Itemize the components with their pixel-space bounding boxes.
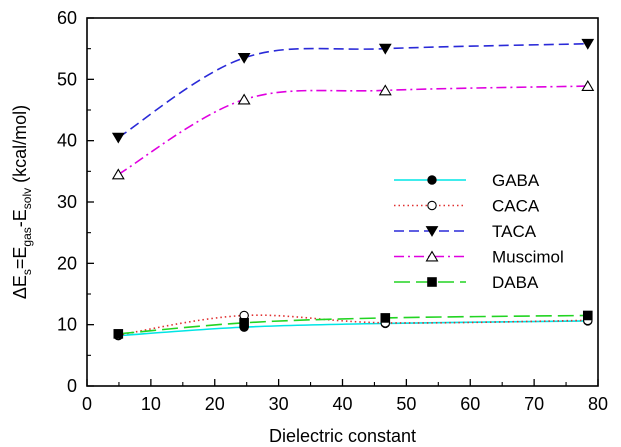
data-point-taca (237, 52, 251, 64)
legend: GABA CACA TACA Muscimol DABA (394, 171, 564, 292)
legend-label-taca: TACA (492, 222, 537, 241)
y-tick-label: 60 (57, 8, 77, 28)
y-tick-label: 10 (57, 315, 77, 335)
y-label-sub2: gas (20, 227, 34, 246)
legend-label-muscimol: Muscimol (492, 248, 564, 267)
legend-marker-gaba (427, 175, 437, 185)
data-point-taca (378, 43, 392, 55)
legend-item-caca: CACA (394, 197, 540, 216)
legend-marker-muscimol (425, 250, 439, 262)
data-point-daba (582, 310, 593, 321)
legend-marker-daba (427, 277, 437, 287)
legend-item-taca: TACA (394, 222, 537, 241)
x-tick-label: 80 (588, 394, 608, 414)
y-tick-label: 30 (57, 192, 77, 212)
data-point-daba (380, 313, 391, 323)
y-tick-label: 20 (57, 253, 77, 273)
x-axis-label: Dielectric constant (269, 426, 416, 446)
data-point-muscimol (581, 80, 595, 92)
y-label-mid2: -E (10, 209, 30, 227)
data-point-taca (581, 38, 595, 50)
data-point-muscimol (111, 168, 125, 180)
data-point-muscimol (237, 93, 251, 105)
series-line-taca (117, 42, 588, 139)
legend-marker-caca (427, 200, 437, 211)
y-label-sub1: s (20, 269, 34, 275)
x-tick-label: 40 (332, 394, 352, 414)
y-tick-label: 50 (57, 69, 77, 89)
legend-label-caca: CACA (492, 197, 540, 216)
series-layer (111, 38, 595, 341)
y-label-sub3: solv (20, 188, 34, 209)
series-daba (113, 310, 593, 339)
data-point-daba (113, 329, 124, 339)
axis-ticks: 0 10 20 30 40 50 60 70 80 0 10 20 30 40 50 60 (57, 8, 608, 414)
legend-item-gaba: GABA (394, 171, 540, 190)
series-line-daba (118, 314, 588, 335)
data-point-taca (111, 132, 125, 144)
series-line-muscimol (117, 85, 588, 176)
x-tick-label: 70 (524, 394, 544, 414)
y-label-mid1: =E (10, 247, 30, 270)
y-axis-label: ΔEs=Egas-Esolv (kcal/mol) (10, 105, 34, 299)
legend-label-gaba: GABA (492, 171, 540, 190)
x-tick-label: 10 (141, 394, 161, 414)
x-tick-label: 60 (460, 394, 480, 414)
legend-label-daba: DABA (492, 273, 539, 292)
x-tick-label: 20 (205, 394, 225, 414)
data-point-daba (239, 318, 249, 328)
x-tick-label: 0 (82, 394, 92, 414)
series-taca (111, 38, 595, 144)
x-tick-label: 30 (269, 394, 289, 414)
legend-item-daba: DABA (394, 273, 539, 292)
y-label-suffix: (kcal/mol) (10, 105, 30, 188)
series-muscimol (111, 80, 595, 180)
y-tick-label: 0 (67, 376, 77, 396)
series-gaba (113, 316, 593, 341)
y-label-prefix: ΔE (10, 275, 30, 299)
x-tick-label: 50 (396, 394, 416, 414)
legend-item-muscimol: Muscimol (394, 248, 564, 267)
data-point-muscimol (378, 84, 392, 96)
y-tick-label: 40 (57, 131, 77, 151)
legend-marker-taca (425, 226, 439, 237)
series-line-gaba (118, 320, 588, 337)
